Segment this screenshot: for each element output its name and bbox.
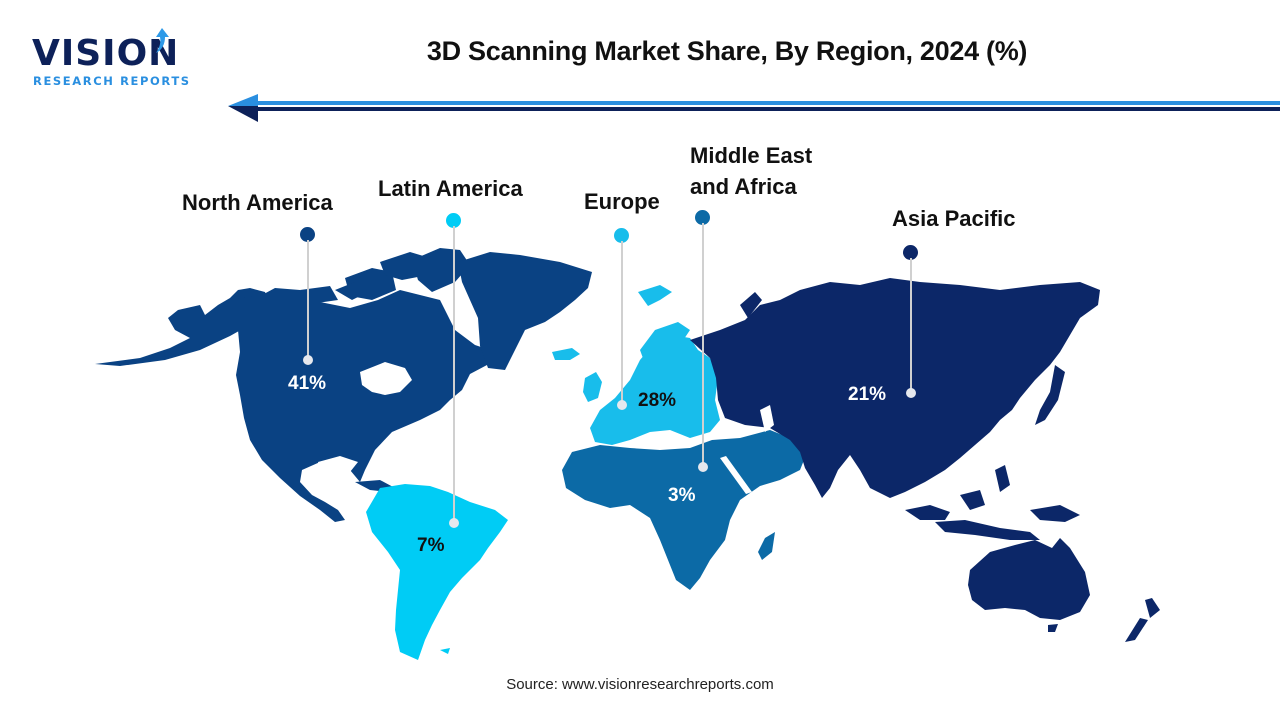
region-asia-pacific[interactable] <box>690 278 1160 642</box>
pin-end-middle-east-africa <box>698 462 708 472</box>
pin-line-middle-east-africa <box>702 223 704 465</box>
pin-latin-america-icon <box>446 213 461 228</box>
region-middle-east-africa[interactable] <box>562 430 808 590</box>
share-europe: 28% <box>638 390 677 411</box>
pin-end-latin-america <box>449 518 459 528</box>
pin-north-america-icon <box>300 227 315 242</box>
pin-middle-east-africa-icon <box>695 210 710 225</box>
label-middle-east-africa-line1: Middle East <box>690 143 813 168</box>
pin-europe-icon <box>614 228 629 243</box>
logo-wordmark: VISION <box>32 33 180 74</box>
pin-line-latin-america <box>453 226 455 522</box>
logo-drop-arrow-icon <box>156 28 169 53</box>
pin-end-europe <box>617 400 627 410</box>
pin-line-europe <box>621 241 623 404</box>
pin-end-north-america <box>303 355 313 365</box>
brand-logo: VISION RESEARCH REPORTS <box>32 28 189 88</box>
logo-subtitle: RESEARCH REPORTS <box>33 74 191 88</box>
label-europe: Europe <box>584 189 660 214</box>
pin-asia-pacific-icon <box>903 245 918 260</box>
label-latin-america: Latin America <box>378 176 523 201</box>
share-north-america: 41% <box>288 373 327 394</box>
pin-end-asia-pacific <box>906 388 916 398</box>
pin-line-north-america <box>307 240 309 358</box>
source-note: Source: www.visionresearchreports.com <box>506 676 774 693</box>
share-latin-america: 7% <box>417 535 445 556</box>
label-asia-pacific: Asia Pacific <box>892 206 1016 231</box>
header-arrow-divider <box>228 94 1280 122</box>
region-north-america[interactable] <box>95 248 592 522</box>
share-middle-east-africa: 3% <box>668 485 696 506</box>
label-middle-east-africa-line2: and Africa <box>690 174 797 199</box>
chart-title: 3D Scanning Market Share, By Region, 202… <box>426 36 1028 66</box>
pin-line-asia-pacific <box>910 258 912 391</box>
share-asia-pacific: 21% <box>848 384 887 405</box>
label-north-america: North America <box>182 190 333 215</box>
region-europe[interactable] <box>552 285 720 445</box>
region-latin-america[interactable] <box>366 484 508 660</box>
